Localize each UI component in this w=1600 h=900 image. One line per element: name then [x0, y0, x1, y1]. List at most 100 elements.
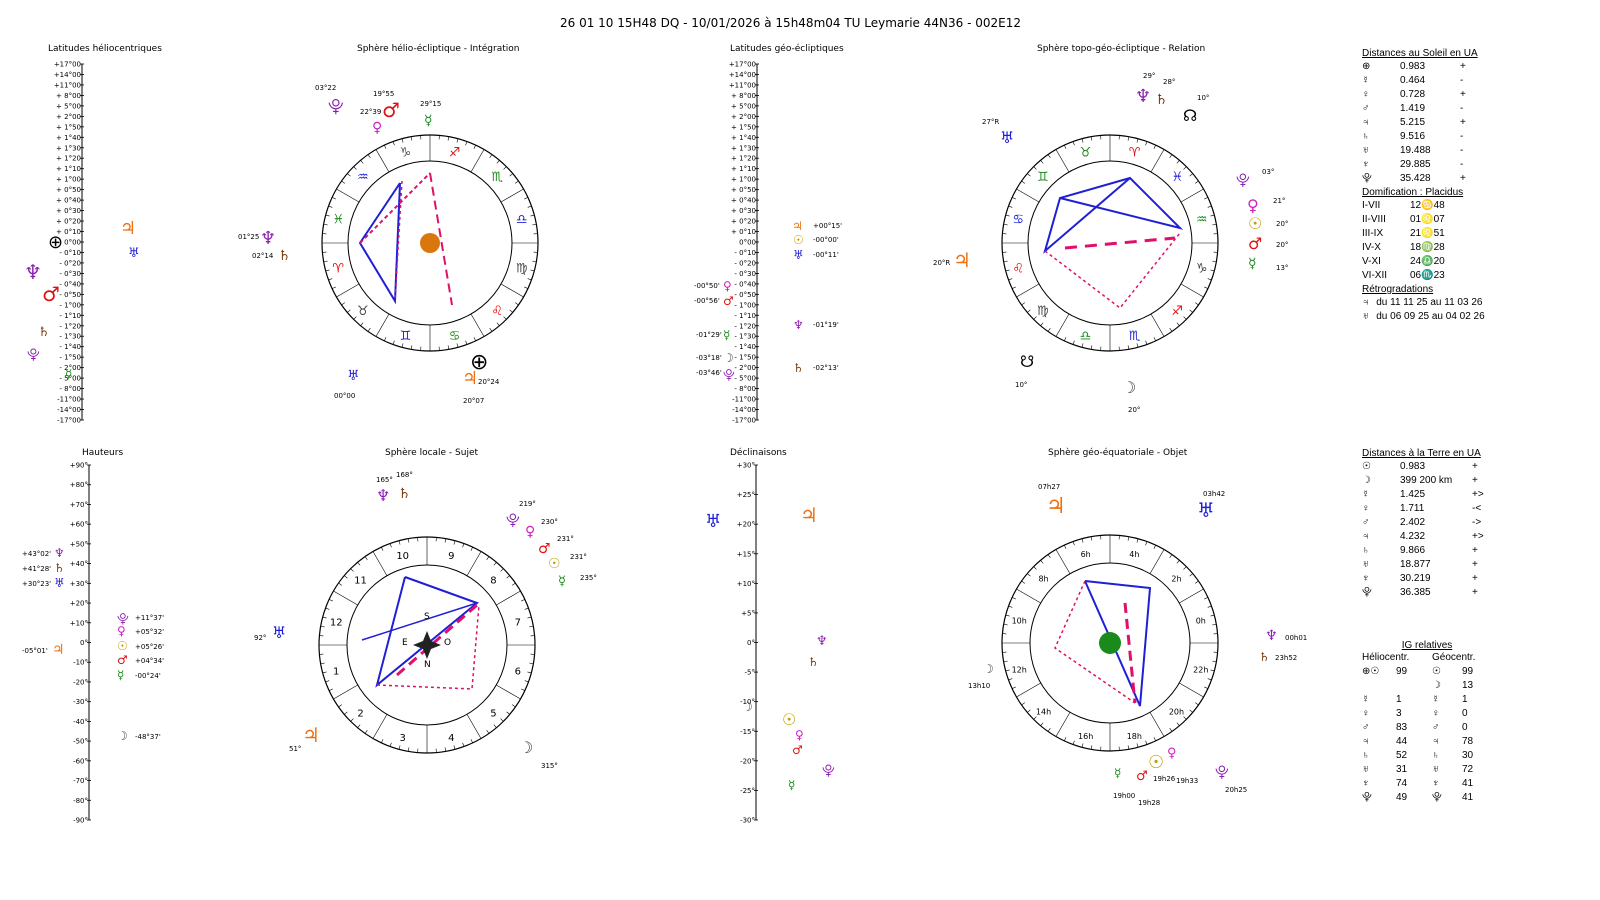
- helio-label-l9: 20°07: [463, 397, 485, 405]
- panel-title-sphere-equat: Sphère géo-équatoriale - Objet: [1048, 448, 1188, 458]
- locale-label-g: 235°: [580, 574, 597, 582]
- lat-helio-tick-label: + 0°30: [56, 207, 81, 215]
- moon-geo-icon: ☽: [723, 351, 734, 365]
- hauteurs-tick-label: -40°: [73, 718, 88, 726]
- lat-helio-tick-label: - 0°50: [59, 291, 81, 299]
- wheel-tick: [322, 671, 327, 674]
- hauteurs-tick-label: +20°: [70, 600, 88, 608]
- venus-locale-icon: ♀: [525, 524, 536, 540]
- dist-soleil-cell: ♃: [1362, 117, 1370, 128]
- decl-tick-label: +15°: [737, 550, 755, 558]
- dist-terre-cell: 18.877: [1400, 559, 1431, 570]
- wheel-sign-label: 18h: [1127, 732, 1142, 741]
- wheel-sign-label: 12h: [1012, 665, 1027, 674]
- wheel-tick: [350, 718, 354, 722]
- wheel-tick: [1027, 709, 1031, 713]
- dist-soleil-row: ♂ 1.419 -: [1362, 102, 1492, 116]
- wheel-tick: [444, 747, 447, 752]
- topo-label-l: 20°: [1128, 406, 1141, 414]
- ig-row: ☿ 1 ☿ 1: [1362, 693, 1492, 707]
- wheel-tick: [410, 136, 413, 141]
- wheel-tick: [524, 286, 529, 289]
- wheel-tick: [1005, 669, 1010, 672]
- wheel-tick: [453, 745, 456, 750]
- jupiter-equat-icon: ♃: [1046, 494, 1066, 519]
- wheel-tick: [1180, 283, 1204, 298]
- wheel-tick: [527, 616, 532, 619]
- dist-terre-cell: 0.983: [1400, 461, 1426, 472]
- dist-soleil-cell: 19.488: [1400, 145, 1431, 156]
- wheel-tick: [1003, 260, 1008, 263]
- saturn-haut-icon: ♄: [54, 561, 65, 575]
- dist-soleil-cell: +: [1460, 61, 1466, 72]
- wheel-tick: [1040, 560, 1044, 564]
- wheel-sign-label: ♎: [1080, 329, 1092, 344]
- venus-icon: ♀: [372, 120, 383, 136]
- locale-label-j: 315°: [541, 762, 558, 770]
- topo-label-d: 27°R: [982, 118, 1000, 126]
- uranus-equat-icon: ♅: [1197, 498, 1215, 522]
- wheel-tick: [401, 138, 404, 143]
- ig-cell: ♂: [1362, 722, 1370, 733]
- wheel-tick: [1145, 340, 1148, 345]
- wheel-tick: [323, 260, 328, 263]
- wheel-tick: [1195, 302, 1199, 306]
- wheel-sign-label: 11: [354, 576, 367, 587]
- domification-cell: 18♍28: [1410, 242, 1445, 253]
- lat-geo-tick-label: - 1°20: [734, 322, 756, 330]
- dist-terre-cell: ♅: [1362, 559, 1370, 570]
- wheel-sign-label: 12: [330, 618, 343, 629]
- topo-label-g: 20°: [1276, 220, 1289, 228]
- wheel-tick: [466, 714, 482, 739]
- locale-label-i: 51°: [289, 745, 302, 753]
- geo-lat-label-i: -03°46': [696, 369, 722, 377]
- wheel-sign-label: ♈: [1129, 145, 1141, 160]
- wheel-tick: [1145, 541, 1148, 546]
- wheel-tick: [456, 343, 459, 348]
- hauteurs-tick-label: -60°: [73, 757, 88, 765]
- jupiter-decl-icon: ♃: [800, 503, 818, 527]
- dist-soleil-cell: ♅: [1362, 145, 1370, 156]
- retro-cell: ♅: [1362, 311, 1370, 322]
- wheel-tick: [325, 607, 330, 610]
- wheel-tick: [1047, 554, 1051, 558]
- hauteurs-tick-label: +60°: [70, 521, 88, 529]
- ig-cell: ☿: [1362, 694, 1370, 705]
- dist-soleil-cell: 0.983: [1400, 61, 1426, 72]
- ig-cell: 99: [1396, 666, 1408, 677]
- lat-helio-axis: +17°00 +14°00 +11°00 + 8°00 + 5°00 + 2°00 + 1°…: [54, 61, 84, 425]
- dist-terre-cell: ->: [1472, 517, 1482, 528]
- dist-terre-row: ♄ 9.866 +: [1362, 544, 1492, 558]
- wheel-tick: [1183, 566, 1187, 570]
- wheel-sign-label: ♋: [1012, 212, 1024, 227]
- topo-wheel: ♉ ♈ ♓ ♒ ♑ ♐ ♏ ♎ ♍ ♌ ♋ ♊: [1001, 134, 1219, 352]
- ig-col2: Géocentr.: [1432, 652, 1476, 663]
- lat-geo-tick-label: - 1°00: [734, 301, 756, 309]
- wheel-tick: [1183, 316, 1187, 320]
- wheel-tick: [1212, 623, 1217, 626]
- hauteurs-tick-label: +10°: [70, 619, 88, 627]
- uranus-decl-icon: ♅: [705, 511, 722, 532]
- wheel-tick: [328, 205, 333, 208]
- wheel-sign-label: 8: [490, 576, 496, 587]
- equat-label-a: 07h27: [1038, 483, 1061, 491]
- hauteurs-tick-label: 0°: [80, 639, 88, 647]
- saturn-hlat-icon: ♄: [38, 325, 50, 340]
- wheel-tick: [364, 730, 368, 734]
- geo-lat-label-h: -03°18': [696, 354, 722, 362]
- wheel-tick: [1008, 678, 1013, 681]
- domification-cell: 24♎20: [1410, 256, 1445, 267]
- wheel-tick: [1027, 173, 1031, 177]
- ig-cell: [1362, 679, 1396, 693]
- locale-label-d: 230°: [541, 518, 558, 526]
- wheel-tick: [493, 724, 497, 728]
- retro-cell: du 11 11 25 au 11 03 26: [1376, 297, 1483, 308]
- lat-geo-tick-label: + 1°20: [731, 155, 756, 163]
- wheel-tick: [1145, 740, 1148, 745]
- wheel-tick: [320, 662, 325, 665]
- ig-cell: 44: [1396, 736, 1408, 747]
- lat-geo-tick-label: -11°00: [732, 396, 756, 404]
- pluto-haut-icon: ⯓: [117, 612, 129, 626]
- wheel-tick: [1210, 269, 1215, 272]
- wheel-tick: [466, 551, 482, 576]
